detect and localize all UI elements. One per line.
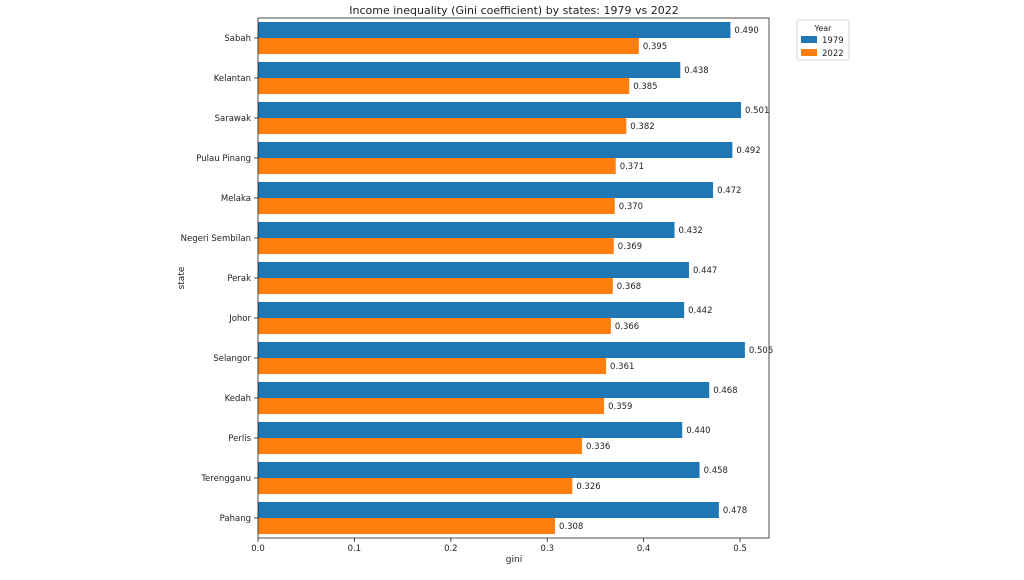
data-label: 0.505 (749, 346, 773, 356)
data-label: 0.438 (684, 66, 708, 76)
data-label: 0.385 (633, 82, 657, 92)
legend: Year 1979 2022 (796, 19, 850, 61)
data-label: 0.442 (688, 306, 712, 316)
bar-2022-johor (258, 318, 611, 334)
y-tick-label: Sabah (224, 34, 251, 44)
data-label: 0.366 (615, 322, 639, 332)
y-tick-label: Perlis (228, 434, 251, 444)
bar-2022-perak (258, 278, 613, 294)
x-tick-label: 0.2 (444, 544, 458, 554)
bar-1979-selangor (258, 342, 745, 358)
data-label: 0.308 (559, 522, 583, 532)
bar-2022-terengganu (258, 478, 573, 494)
y-tick-label: Kelantan (214, 74, 251, 84)
bar-2022-negeri-sembilan (258, 238, 614, 254)
bar-1979-pahang (258, 502, 719, 518)
data-label: 0.490 (734, 26, 758, 36)
bar-1979-kedah (258, 382, 710, 398)
data-label: 0.371 (620, 162, 644, 172)
data-label: 0.359 (608, 402, 632, 412)
data-label: 0.478 (723, 506, 747, 516)
data-label: 0.432 (679, 226, 703, 236)
bar-2022-kelantan (258, 78, 630, 94)
y-tick-label: Sarawak (215, 114, 251, 124)
y-tick-label: Pulau Pinang (196, 154, 251, 164)
data-label: 0.382 (630, 122, 654, 132)
y-tick-label: Johor (228, 314, 251, 324)
bar-1979-sarawak (258, 102, 742, 118)
data-label: 0.472 (717, 186, 741, 196)
x-axis: 0.0 0.1 0.2 0.3 0.4 0.5 (251, 538, 747, 554)
y-axis: Sabah Kelantan Sarawak Pulau Pinang Melaka Ne… (181, 34, 258, 524)
data-label: 0.326 (576, 482, 600, 492)
data-label: 0.369 (618, 242, 642, 252)
x-tick-label: 0.3 (540, 544, 554, 554)
x-tick-label: 0.4 (637, 544, 651, 554)
y-tick-label: Pahang (220, 514, 251, 524)
x-tick-label: 0.5 (733, 544, 747, 554)
bar-2022-perlis (258, 438, 582, 454)
bar-1979-negeri-sembilan (258, 222, 675, 238)
y-tick-label: Terengganu (200, 474, 251, 484)
legend-entry-2022: 2022 (822, 49, 844, 59)
y-tick-label: Kedah (225, 394, 251, 404)
bar-2022-pulau-pinang (258, 158, 616, 174)
legend-title: Year (814, 24, 833, 33)
bar-2022-sabah (258, 38, 639, 54)
y-tick-label: Selangor (213, 354, 251, 364)
legend-swatch-2022 (801, 49, 817, 56)
legend-entry-1979: 1979 (822, 36, 844, 46)
data-label: 0.501 (745, 106, 769, 116)
bar-1979-melaka (258, 182, 714, 198)
legend-swatch-1979 (801, 36, 817, 43)
bar-1979-johor (258, 302, 685, 318)
y-axis-label: state (177, 266, 187, 289)
data-label: 0.368 (617, 282, 641, 292)
bar-2022-pahang (258, 518, 555, 534)
bar-1979-pulau-pinang (258, 142, 733, 158)
data-label: 0.395 (643, 42, 667, 52)
y-tick-label: Melaka (221, 194, 251, 204)
data-label: 0.447 (693, 266, 717, 276)
bar-2022-sarawak (258, 118, 627, 134)
bar-1979-kelantan (258, 62, 681, 78)
data-label: 0.370 (619, 202, 643, 212)
data-label: 0.440 (686, 426, 710, 436)
bar-2022-selangor (258, 358, 607, 374)
data-label: 0.492 (736, 146, 760, 156)
y-tick-label: Negeri Sembilan (181, 234, 251, 244)
data-label: 0.336 (586, 442, 610, 452)
bar-1979-sabah (258, 22, 731, 38)
bar-2022-kedah (258, 398, 605, 414)
bars-layer: 0.490 0.395 0.438 0.385 0.501 0.382 0.492 0.371… (258, 22, 773, 534)
chart-title: Income inequality (Gini coefficient) by … (349, 4, 678, 17)
x-axis-label: gini (506, 555, 522, 565)
bar-1979-perlis (258, 422, 683, 438)
x-tick-label: 0.1 (348, 544, 362, 554)
y-tick-label: Perak (227, 274, 251, 284)
bar-1979-terengganu (258, 462, 700, 478)
bar-1979-perak (258, 262, 689, 278)
data-label: 0.458 (704, 466, 728, 476)
data-label: 0.468 (713, 386, 737, 396)
data-label: 0.361 (610, 362, 634, 372)
bar-2022-melaka (258, 198, 615, 214)
x-tick-label: 0.0 (251, 544, 265, 554)
